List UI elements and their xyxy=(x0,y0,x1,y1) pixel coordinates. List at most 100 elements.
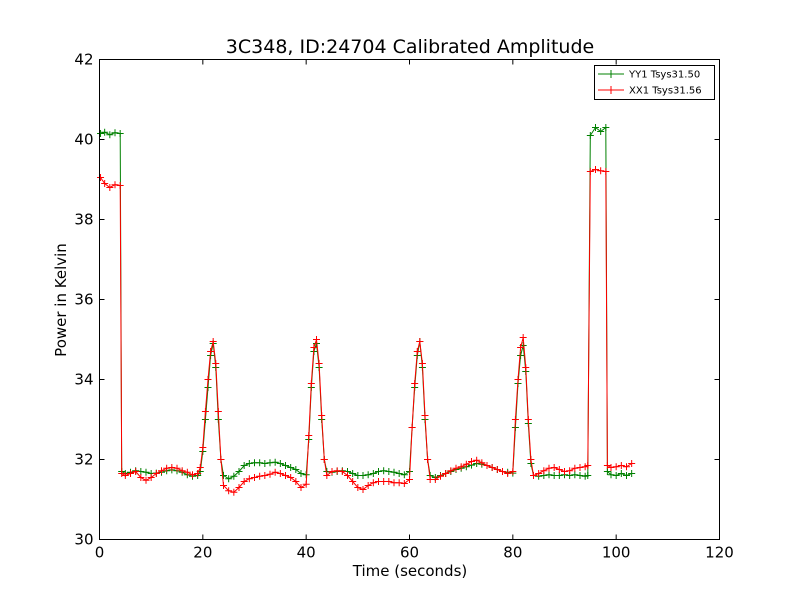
data-point xyxy=(584,462,592,469)
data-point xyxy=(261,460,269,467)
data-point xyxy=(292,466,300,473)
data-point xyxy=(457,463,465,471)
data-point xyxy=(592,124,599,131)
x-tick-label: 100 xyxy=(602,544,631,562)
data-point xyxy=(522,364,530,371)
data-point xyxy=(245,475,253,483)
data-point xyxy=(628,460,636,467)
data-point xyxy=(447,467,455,475)
legend-marker-yy1 xyxy=(607,70,615,78)
data-point xyxy=(261,472,269,479)
data-point xyxy=(395,479,403,487)
data-point xyxy=(406,476,413,483)
data-point xyxy=(545,464,553,472)
data-point xyxy=(116,182,124,189)
data-point xyxy=(499,468,506,475)
data-point xyxy=(395,470,403,477)
data-point xyxy=(545,471,553,479)
data-point xyxy=(302,480,310,488)
data-point xyxy=(305,432,313,439)
data-point xyxy=(230,488,238,496)
data-point xyxy=(349,478,357,485)
data-point xyxy=(142,476,150,484)
y-tick-label: 30 xyxy=(74,531,93,549)
data-point xyxy=(158,467,165,475)
data-point xyxy=(431,476,439,483)
data-point xyxy=(571,464,579,472)
data-point xyxy=(369,470,377,477)
data-point xyxy=(121,472,129,479)
data-point xyxy=(555,466,563,473)
data-point xyxy=(209,338,217,345)
data-point xyxy=(310,344,318,351)
data-point xyxy=(566,467,574,475)
data-point xyxy=(385,478,393,485)
data-point xyxy=(617,470,625,477)
data-point xyxy=(452,464,460,472)
data-point xyxy=(380,467,388,475)
plot-frame xyxy=(99,59,720,540)
data-point xyxy=(271,468,279,476)
data-point xyxy=(220,472,227,479)
data-point xyxy=(256,459,264,467)
data-point xyxy=(576,472,584,479)
data-point xyxy=(240,478,248,485)
y-tick-label: 32 xyxy=(74,451,93,469)
data-point xyxy=(292,478,300,485)
data-point xyxy=(408,424,416,431)
data-point xyxy=(178,467,186,475)
data-point xyxy=(509,468,517,475)
data-point xyxy=(369,479,377,487)
data-point xyxy=(442,470,450,477)
data-point xyxy=(561,468,568,475)
data-point xyxy=(359,472,367,479)
data-point xyxy=(101,128,109,136)
data-point xyxy=(297,484,305,491)
y-tick-label: 36 xyxy=(74,291,93,309)
data-point xyxy=(584,472,592,479)
data-point xyxy=(307,380,315,387)
data-point xyxy=(628,470,636,477)
ticks-layer: 0 20 40 60 80 100 120 30 32 34 36 38 40 42 xyxy=(74,51,733,562)
data-point xyxy=(318,412,326,419)
data-point xyxy=(212,360,220,367)
data-point xyxy=(344,472,351,479)
data-point xyxy=(97,130,105,137)
data-point xyxy=(535,470,543,477)
data-point xyxy=(504,470,512,477)
data-point xyxy=(220,482,227,489)
data-point xyxy=(338,468,346,475)
data-point xyxy=(592,166,599,173)
data-point xyxy=(276,470,284,477)
data-point xyxy=(390,468,398,476)
data-point xyxy=(217,456,225,463)
data-point xyxy=(416,338,424,345)
data-point xyxy=(323,472,331,479)
data-point xyxy=(530,472,537,479)
data-point xyxy=(225,475,233,483)
data-point xyxy=(230,472,238,480)
data-point xyxy=(127,470,134,477)
data-point xyxy=(597,128,605,135)
data-point xyxy=(597,167,605,175)
data-point xyxy=(612,472,620,479)
data-point xyxy=(603,468,611,475)
data-point xyxy=(199,444,207,451)
data-point xyxy=(411,380,419,387)
data-point xyxy=(235,484,243,491)
y-tick-label: 34 xyxy=(74,371,93,389)
data-point xyxy=(116,130,124,137)
data-point xyxy=(540,467,548,475)
data-point xyxy=(313,336,320,343)
data-point xyxy=(550,464,558,471)
chart-title: 3C348, ID:24704 Calibrated Amplitude xyxy=(226,36,594,58)
x-axis-label: Time (seconds) xyxy=(352,562,468,580)
data-point xyxy=(488,464,496,471)
legend: YY1 Tsys31.50 XX1 Tsys31.56 xyxy=(594,65,715,100)
data-point xyxy=(473,456,481,464)
data-point xyxy=(142,468,150,476)
data-point xyxy=(364,482,372,489)
data-point xyxy=(207,348,215,355)
data-point xyxy=(287,474,295,481)
